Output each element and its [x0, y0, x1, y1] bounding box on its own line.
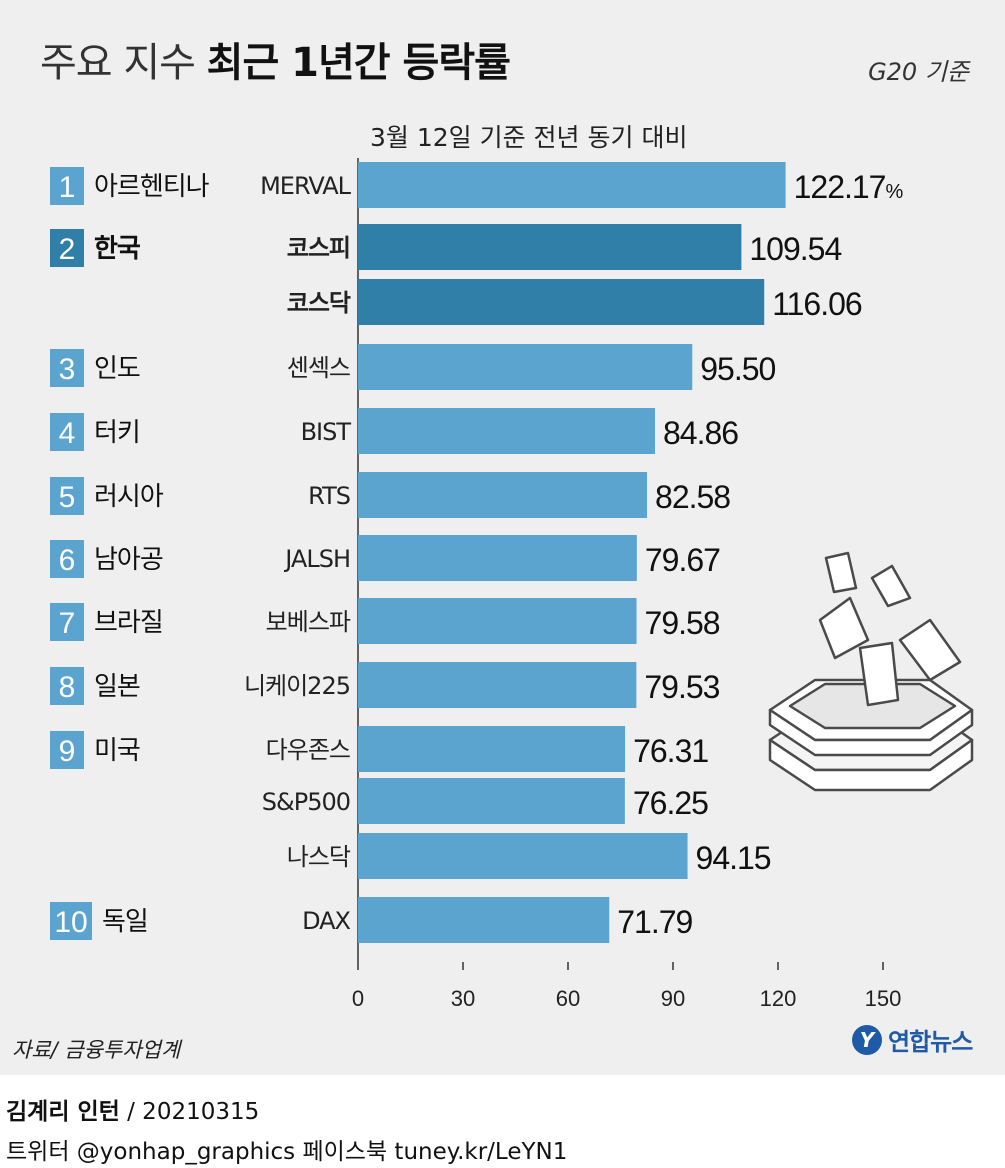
value-label: 76.25 — [633, 785, 708, 821]
country-name: 미국 — [94, 736, 140, 766]
country-name: 브라질 — [94, 608, 163, 638]
index-label: 보베스파 — [266, 608, 351, 636]
value-label: 71.79 — [617, 904, 692, 940]
country-name: 터키 — [94, 418, 140, 448]
rank-badge — [50, 477, 84, 515]
index-label: S&P500 — [262, 788, 350, 816]
value-label: 109.54 — [749, 231, 841, 267]
rank-badge — [50, 167, 84, 205]
index-label: 다우존스 — [266, 736, 350, 764]
rank-number: 10 — [54, 906, 87, 939]
index-label: RTS — [308, 482, 350, 510]
index-label: 센섹스 — [287, 354, 350, 382]
rank-number: 5 — [59, 481, 76, 514]
rank-number: 7 — [59, 607, 76, 640]
value-label: 116.06 — [772, 286, 862, 322]
bar — [358, 726, 626, 772]
bar — [358, 408, 656, 454]
country-name: 인도 — [94, 354, 140, 384]
value-label: 94.15 — [696, 840, 771, 876]
bar — [358, 897, 610, 943]
country-name: 러시아 — [94, 482, 164, 512]
country-name: 남아공 — [94, 545, 163, 575]
index-label: JALSH — [283, 545, 350, 573]
stock-papers-icon — [768, 551, 974, 792]
rank-number: 4 — [59, 417, 76, 450]
bar — [358, 162, 786, 208]
rank-badge — [50, 667, 84, 705]
rank-number: 2 — [59, 233, 76, 266]
bar — [358, 833, 688, 879]
basis-note: G20 기준 — [868, 58, 969, 86]
country-name: 한국 — [94, 234, 141, 264]
x-tick-label: 0 — [352, 986, 364, 1011]
rank-badge — [50, 540, 84, 578]
yonhap-logo-text: 연합뉴스 — [888, 1028, 973, 1056]
country-name: 일본 — [94, 672, 140, 702]
x-tick-label: 90 — [661, 986, 685, 1011]
index-label: 코스피 — [287, 234, 350, 262]
yonhap-logo: Y 연합뉴스 — [852, 1022, 973, 1057]
index-label: 코스닥 — [287, 289, 351, 317]
unit-label: % — [885, 181, 903, 203]
bar — [358, 535, 637, 581]
bar — [358, 279, 765, 325]
value-label: 76.31 — [633, 733, 708, 769]
author-credit: 김계리 인턴 / 20210315 — [6, 1092, 259, 1126]
publish-date: / 20210315 — [119, 1099, 260, 1125]
rank-number: 9 — [59, 735, 76, 768]
rank-number: 1 — [59, 171, 76, 204]
value-label: 82.58 — [655, 479, 730, 515]
source-note: 자료/ 금융투자업계 — [12, 1038, 181, 1062]
x-tick-label: 60 — [556, 986, 580, 1011]
page-title: 주요 지수 최근 1년간 등락률 — [40, 30, 511, 88]
bar — [358, 662, 637, 708]
value-label: 79.58 — [645, 605, 720, 641]
x-tick-label: 30 — [451, 986, 475, 1011]
value-label: 95.50 — [700, 351, 775, 387]
index-label: BIST — [301, 418, 352, 446]
chart-panel: 주요 지수 최근 1년간 등락률 G20 기준 3월 12일 기준 전년 동기 … — [0, 0, 1005, 1075]
bar — [358, 224, 742, 270]
bar — [358, 598, 637, 644]
bar — [358, 344, 693, 390]
rank-badge — [50, 413, 84, 451]
value-label: 122.17% — [794, 169, 904, 205]
chart-subtitle: 3월 12일 기준 전년 동기 대비 — [370, 123, 688, 152]
country-name: 아르헨티나 — [94, 172, 210, 202]
yonhap-logo-icon: Y — [852, 1024, 882, 1055]
rank-badge — [50, 229, 84, 267]
title-light: 주요 지수 — [40, 40, 196, 86]
bar — [358, 472, 648, 518]
value-label: 84.86 — [663, 415, 738, 451]
x-tick-label: 150 — [865, 986, 902, 1011]
value-label: 79.53 — [644, 669, 719, 705]
rank-badge — [50, 731, 84, 769]
index-label: 니케이225 — [244, 672, 350, 700]
rank-badge — [50, 902, 92, 940]
value-label: 79.67 — [645, 542, 720, 578]
bar — [358, 778, 625, 824]
author-name: 김계리 인턴 — [6, 1099, 120, 1125]
rank-number: 3 — [59, 353, 76, 386]
title-bold: 최근 1년간 등락률 — [206, 40, 511, 86]
index-label: DAX — [302, 907, 350, 935]
rank-number: 6 — [59, 544, 76, 577]
social-links: 트위터 @yonhap_graphics 페이스북 tuney.kr/LeYN1 — [6, 1139, 568, 1165]
index-label: 나스닥 — [287, 843, 351, 871]
country-name: 독일 — [102, 907, 148, 937]
x-tick-label: 120 — [760, 986, 797, 1011]
rank-badge — [50, 603, 84, 641]
rank-number: 8 — [59, 671, 76, 704]
index-label: MERVAL — [260, 172, 352, 200]
rank-badge — [50, 349, 84, 387]
